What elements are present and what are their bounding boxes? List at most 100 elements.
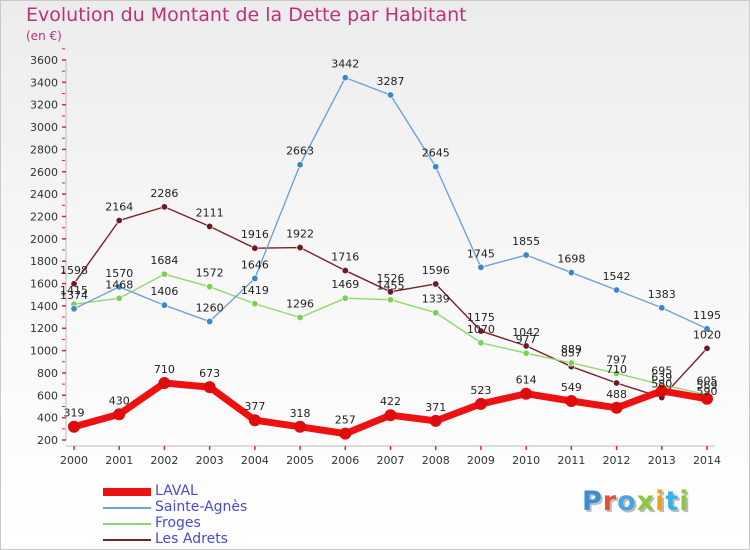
data-point-sainte-agn-s	[432, 163, 440, 171]
data-label-les-adrets: 1596	[422, 264, 450, 277]
data-label-les-adrets: 580	[651, 378, 672, 391]
data-point-laval	[655, 384, 668, 397]
y-tick-label: 3200	[30, 99, 58, 112]
data-label-laval: 549	[561, 381, 582, 394]
y-tick-label: 3400	[30, 76, 58, 89]
y-tick-label: 400	[37, 412, 58, 425]
y-tick-label: 2200	[30, 210, 58, 223]
y-tick-label: 1800	[30, 255, 58, 268]
data-point-les-adrets	[296, 244, 304, 252]
data-point-les-adrets	[160, 203, 168, 211]
x-tick-label: 2005	[286, 454, 314, 467]
data-label-les-adrets: 1922	[286, 228, 314, 241]
data-point-sainte-agn-s	[341, 74, 349, 82]
legend-swatch-laval	[103, 488, 151, 496]
logo-letter: r	[602, 486, 618, 517]
y-tick-label: 2600	[30, 166, 58, 179]
data-label-sainte-agn-s: 1698	[557, 253, 585, 266]
data-label-les-adrets: 1175	[467, 311, 495, 324]
data-label-laval: 710	[154, 363, 175, 376]
data-point-les-adrets	[341, 267, 349, 275]
logo-letter: t	[665, 486, 680, 517]
data-label-les-adrets: 857	[561, 347, 582, 360]
data-point-froges	[296, 314, 304, 322]
data-point-laval	[474, 397, 487, 410]
x-tick-label: 2013	[648, 454, 676, 467]
logo-letter: o	[617, 486, 637, 517]
data-label-sainte-agn-s: 1745	[467, 247, 495, 260]
data-label-laval: 318	[290, 407, 311, 420]
x-tick-label: 2010	[512, 454, 540, 467]
x-tick-label: 2008	[422, 454, 450, 467]
data-label-froges: 889	[561, 343, 582, 356]
data-label-les-adrets: 1916	[241, 228, 269, 241]
logo-letter: i	[655, 486, 666, 517]
x-tick-label: 2002	[150, 454, 178, 467]
x-tick-label: 2000	[60, 454, 88, 467]
data-point-froges	[477, 339, 485, 347]
data-point-laval	[701, 392, 713, 405]
legend-swatch-froges	[103, 523, 151, 525]
data-label-laval: 673	[199, 367, 220, 380]
unit-label: (en €)	[26, 29, 62, 43]
y-tick-label: 2800	[30, 143, 58, 156]
data-label-laval: 639	[651, 371, 672, 384]
data-label-laval: 371	[425, 401, 446, 414]
data-point-laval	[610, 401, 623, 414]
y-tick-label: 3600	[30, 54, 58, 67]
x-tick-label: 2006	[331, 454, 359, 467]
data-label-laval: 319	[64, 407, 85, 420]
y-tick-label: 800	[37, 367, 58, 380]
data-label-sainte-agn-s: 1383	[648, 288, 676, 301]
proxiti-logo: Proxiti Proxiti	[582, 486, 691, 519]
data-point-sainte-agn-s	[160, 301, 168, 309]
data-label-extra: 590	[697, 385, 718, 398]
logo-letter: i	[679, 486, 690, 517]
data-point-les-adrets	[703, 344, 711, 352]
legend-label-sainte-agnes: Sainte-Agnès	[155, 499, 248, 515]
data-point-froges	[206, 283, 214, 291]
data-point-sainte-agn-s	[206, 318, 214, 326]
x-tick-label: 2009	[467, 454, 495, 467]
legend-label-laval: LAVAL	[155, 483, 198, 499]
data-point-sainte-agn-s	[567, 269, 575, 277]
data-point-les-adrets	[522, 342, 530, 350]
data-point-les-adrets	[206, 222, 214, 230]
data-point-froges	[613, 369, 621, 377]
data-point-sainte-agn-s	[386, 91, 394, 99]
legend-swatch-sainte-agnes	[103, 507, 151, 509]
data-point-sainte-agn-s	[658, 304, 666, 312]
y-tick-label: 1000	[30, 345, 58, 358]
data-point-laval	[384, 409, 397, 422]
data-point-sainte-agn-s	[477, 263, 485, 271]
data-label-sainte-agn-s: 2663	[286, 145, 314, 158]
data-label-les-adrets: 1042	[512, 326, 540, 339]
data-point-froges	[251, 300, 259, 308]
logo-letter: P	[582, 486, 603, 517]
data-point-froges	[341, 294, 349, 302]
y-tick-label: 1600	[30, 278, 58, 291]
data-point-sainte-agn-s	[703, 325, 711, 333]
logo-text: Proxiti	[582, 486, 690, 517]
data-label-froges: 977	[516, 333, 537, 346]
y-tick-label: 3000	[30, 121, 58, 134]
data-label-laval: 430	[109, 394, 130, 407]
data-point-les-adrets	[115, 216, 123, 224]
x-tick-label: 2001	[105, 454, 133, 467]
data-point-les-adrets	[432, 280, 440, 288]
data-point-les-adrets	[477, 327, 485, 335]
data-label-sainte-agn-s: 1374	[60, 289, 88, 302]
data-point-froges	[386, 296, 394, 304]
data-point-laval	[565, 394, 578, 407]
data-label-froges: 1572	[196, 267, 224, 280]
data-point-laval	[520, 387, 533, 400]
data-point-froges	[432, 309, 440, 317]
data-label-froges: 1455	[377, 280, 405, 293]
data-label-les-adrets: 2164	[105, 200, 133, 213]
y-tick-label: 600	[37, 389, 58, 402]
data-point-laval	[158, 377, 171, 389]
data-label-sainte-agn-s: 1195	[693, 309, 721, 322]
data-label-froges: 1468	[105, 278, 133, 291]
